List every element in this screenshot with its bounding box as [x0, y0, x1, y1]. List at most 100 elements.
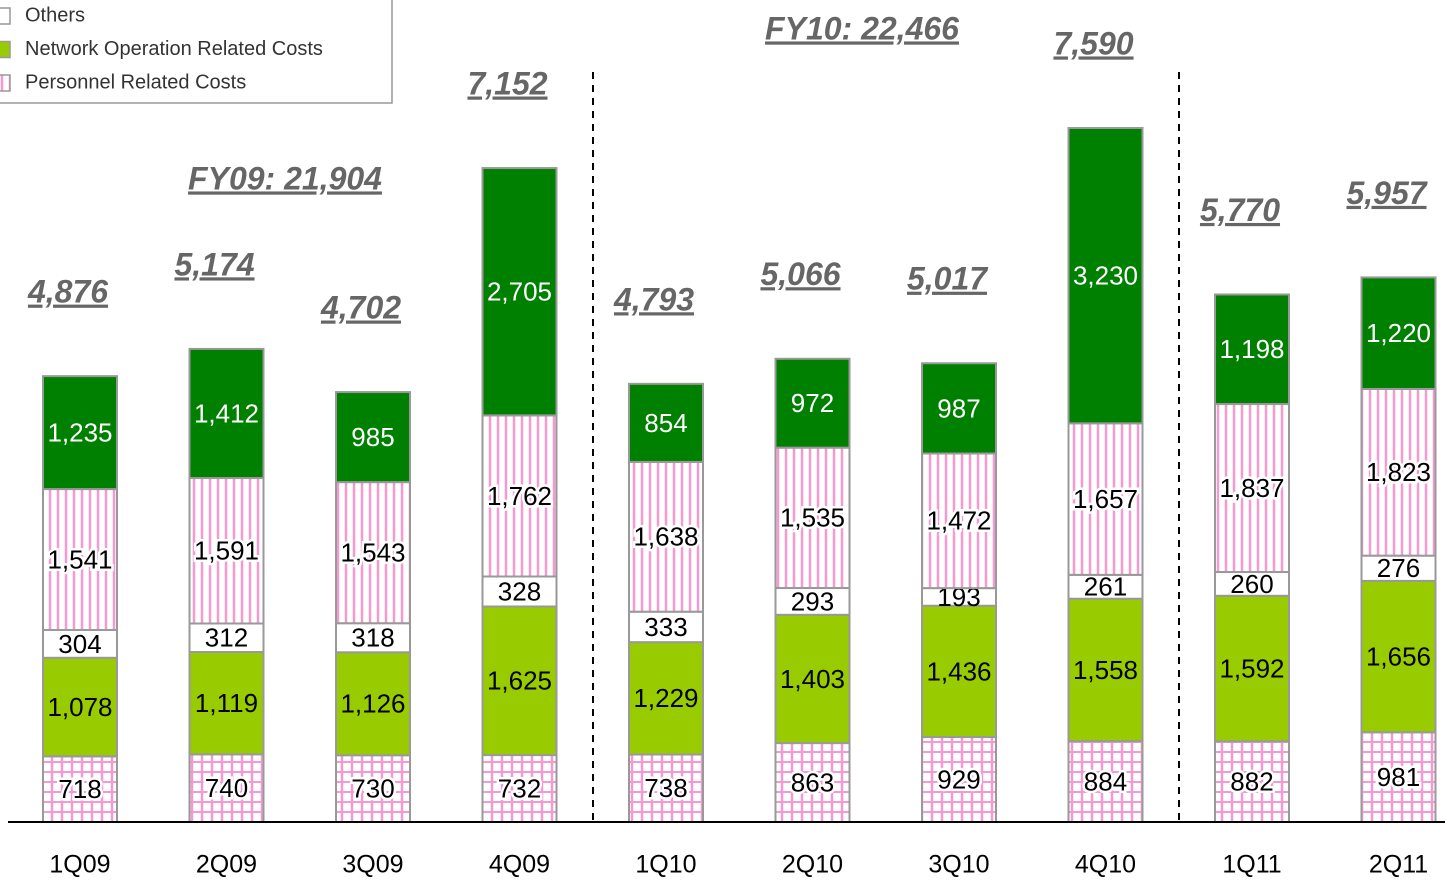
value-label: 333	[644, 612, 687, 642]
bar-segment	[921, 362, 997, 455]
x-tick-label: 2Q10	[782, 851, 843, 879]
value-label: 1,558	[1073, 655, 1138, 685]
bar-segment	[335, 391, 411, 484]
legend-swatch	[0, 7, 11, 25]
value-label: 1,535	[780, 503, 845, 533]
bar-segment	[774, 742, 851, 823]
bar-segment	[628, 382, 704, 463]
total-label: 5,770	[1200, 192, 1280, 228]
bar-segment	[774, 613, 851, 745]
bar-segment	[774, 587, 851, 616]
bar-segment	[1214, 403, 1290, 574]
value-label: 987	[937, 393, 980, 423]
value-label: 1,543	[340, 538, 405, 568]
legend-swatch	[0, 74, 11, 92]
bar-segment	[188, 651, 265, 756]
value-label: 972	[791, 388, 834, 418]
bar-segment	[481, 605, 558, 757]
value-label: 293	[791, 586, 834, 616]
bar-segment	[42, 628, 118, 659]
bar-segment	[481, 575, 558, 608]
bar-segment	[188, 477, 265, 625]
value-label: 1,235	[47, 417, 112, 447]
value-label: 884	[1084, 766, 1127, 796]
value-label: 260	[1230, 569, 1273, 599]
x-tick-label: 1Q10	[635, 851, 696, 879]
value-label: 854	[644, 408, 687, 438]
bar-segment	[1067, 127, 1144, 425]
total-label: 4,876	[27, 274, 108, 310]
value-label: 1,436	[926, 656, 991, 686]
bar-segment	[628, 610, 704, 644]
value-label: 276	[1377, 553, 1420, 583]
value-label: 1,229	[633, 683, 698, 713]
bar-segment	[774, 357, 851, 449]
bar-segment	[42, 375, 118, 491]
bar-segment	[335, 481, 411, 625]
bar-segment	[921, 452, 997, 590]
bar-segment	[481, 754, 558, 824]
bar-segment	[628, 460, 704, 613]
total-label: 5,017	[907, 261, 989, 297]
value-label: 1,837	[1219, 473, 1284, 503]
value-label: 718	[58, 774, 101, 804]
bar-segment	[1360, 579, 1437, 734]
x-tick-label: 3Q10	[928, 851, 989, 879]
x-tick-label: 4Q09	[489, 851, 550, 879]
bar-segment	[628, 641, 704, 756]
value-label: 1,220	[1366, 318, 1431, 348]
value-label: 981	[1377, 762, 1420, 792]
bar-segment	[188, 622, 265, 654]
value-label: 328	[498, 576, 541, 606]
bar-segment	[335, 651, 411, 757]
value-label: 3,230	[1073, 261, 1138, 291]
x-tick-label: 1Q11	[1222, 851, 1281, 879]
bar-segment	[481, 414, 558, 578]
value-label: 1,656	[1366, 641, 1431, 671]
x-tick-label: 3Q09	[342, 851, 403, 879]
legend-label: Network Operation Related Costs	[25, 38, 323, 60]
value-label: 730	[351, 774, 394, 804]
value-label: 738	[644, 773, 687, 803]
value-label: 1,638	[633, 522, 698, 552]
x-tick-label: 4Q10	[1075, 851, 1136, 879]
bar-segment	[42, 755, 118, 823]
value-label: 1,823	[1366, 457, 1431, 487]
total-label: 7,152	[467, 66, 547, 102]
bar-segment	[1214, 594, 1290, 743]
value-label: 1,591	[194, 536, 259, 566]
legend-label: Others	[25, 4, 85, 26]
value-label: 1,078	[47, 692, 112, 722]
value-label: 261	[1084, 572, 1127, 602]
x-tick-label: 2Q11	[1369, 851, 1428, 879]
annotation: FY10: 22,466	[765, 10, 959, 46]
annotation: FY09: 21,904	[188, 160, 382, 196]
value-label: 740	[205, 773, 248, 803]
value-label: 2,705	[487, 277, 552, 307]
bar-segment	[42, 488, 118, 631]
bar-segment	[1360, 554, 1437, 582]
total-label: 4,702	[320, 290, 401, 326]
bar-segment	[774, 446, 851, 590]
total-label: 5,066	[760, 256, 840, 292]
legend-swatch	[0, 40, 11, 59]
value-label: 318	[351, 623, 394, 653]
bar-segment	[1360, 276, 1437, 390]
value-label: 929	[937, 764, 980, 794]
value-label: 732	[498, 773, 541, 803]
value-label: 863	[791, 767, 834, 797]
value-label: 1,592	[1219, 653, 1284, 683]
value-label: 1,403	[780, 664, 845, 694]
value-label: 1,541	[47, 544, 112, 574]
value-label: 312	[205, 623, 248, 653]
bar-segment	[188, 347, 265, 480]
x-tick-label: 1Q09	[49, 851, 110, 879]
value-label: 1,126	[340, 689, 405, 719]
legend-box	[0, 0, 393, 104]
bar-segment	[1214, 293, 1290, 406]
bar-segment	[1360, 387, 1437, 557]
value-label: 985	[351, 422, 394, 452]
bar-segment	[481, 167, 558, 417]
bar-segment	[1067, 597, 1144, 743]
